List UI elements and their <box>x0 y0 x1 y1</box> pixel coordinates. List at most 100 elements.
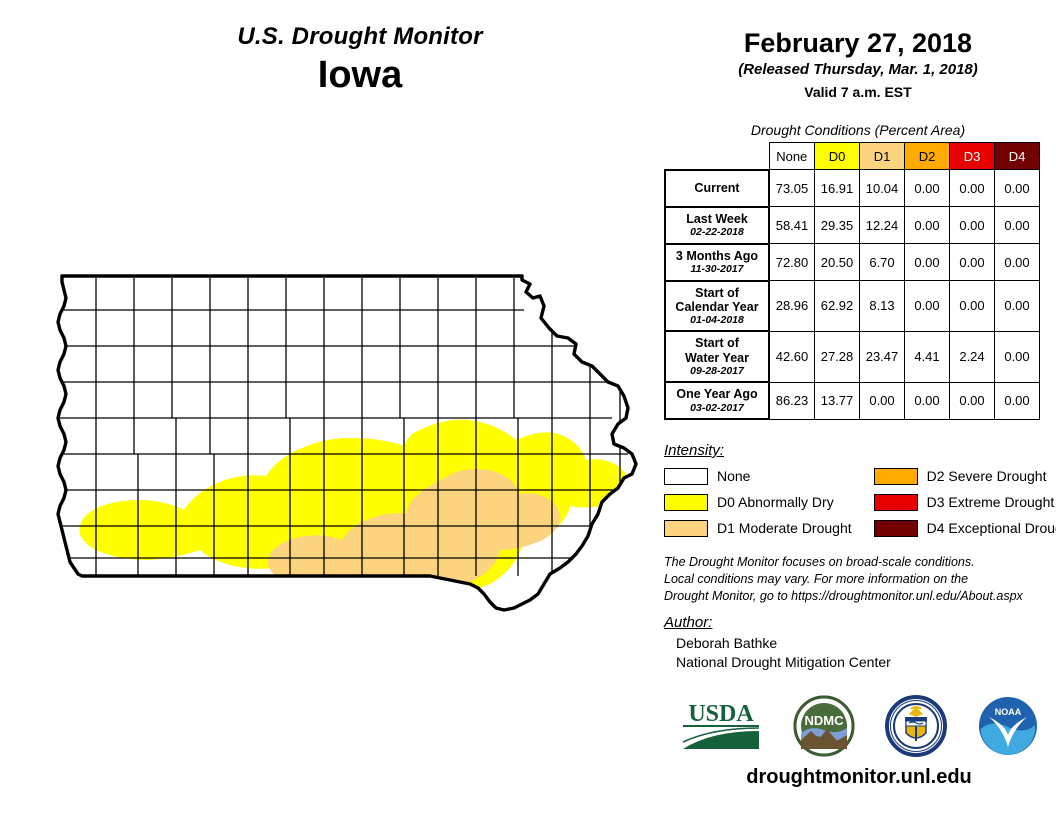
table-cell-d0: 29.35 <box>814 206 860 244</box>
table-cell-d1: 6.70 <box>859 243 905 281</box>
row-label-date: 02-22-2018 <box>690 226 744 239</box>
table-cell-d2: 0.00 <box>904 169 950 207</box>
table-cell-d2: 0.00 <box>904 206 950 244</box>
legend-columns: None D0 Abnormally Dry D1 Moderate Drought… <box>664 464 1056 542</box>
table-cell-d1: 12.24 <box>859 206 905 244</box>
valid-time: Valid 7 a.m. EST <box>804 83 912 100</box>
table-row: Start of Calendar Year 01-04-2018 28.96 62.9… <box>664 279 1040 333</box>
table-col-header-d3: D3 <box>949 142 995 170</box>
disclaimer-line-1: The Drought Monitor focuses on broad-sca… <box>664 555 975 569</box>
row-label-name: Last Week <box>686 211 748 226</box>
table-row: Start of Water Year 09-28-2017 42.60 27.28 23… <box>664 330 1040 384</box>
row-label-name: Start of <box>695 336 739 351</box>
disclaimer-line-2: Local conditions may vary. For more info… <box>664 571 969 586</box>
legend-item-d4: D4 Exceptional Drought <box>873 516 1056 540</box>
legend-item-d1: D1 Moderate Drought <box>664 516 852 540</box>
intensity-legend: Intensity: None D0 Abnormally Dry D1 Moder… <box>664 442 1056 542</box>
table-cell-d1: 23.47 <box>859 330 905 383</box>
legend-label-d1: D1 Moderate Drought <box>717 520 852 536</box>
program-title: U.S. Drought Monitor <box>237 23 483 50</box>
report-date: February 27, 2018 <box>743 28 973 58</box>
table-cell-d1: 0.00 <box>859 381 905 420</box>
legend-swatch-none <box>664 467 708 485</box>
legend-label-d3: D3 Extreme Drought <box>926 494 1055 510</box>
table-row: One Year Ago 03-02-2017 86.23 13.77 0.00 0.00… <box>664 381 1040 421</box>
iowa-drought-map <box>52 258 652 658</box>
table-corner-cell <box>665 143 769 170</box>
svg-text:USDA: USDA <box>688 701 754 727</box>
county-boundaries <box>58 278 632 576</box>
table-cell-d4: 0.00 <box>994 206 1040 244</box>
usdc-seal <box>885 694 947 762</box>
author-name: Deborah Bathke <box>676 635 778 651</box>
table-cell-d0: 62.92 <box>814 280 860 332</box>
table-cell-d3: 2.24 <box>949 330 995 383</box>
drought-conditions-table: None D0 D1 D2 D3 D4 Current 73.05 16.91 10.04 0.0… <box>664 142 1040 421</box>
table-row-label: Current <box>664 168 770 208</box>
table-cell-d4: 0.00 <box>994 243 1040 281</box>
table-cell-none: 42.60 <box>768 330 815 383</box>
row-label-date: 09-28-2017 <box>690 365 744 378</box>
table-cell-d3: 0.00 <box>949 280 995 332</box>
table-row: 3 Months Ago 11-30-2017 72.80 20.50 6.70 0.00… <box>664 242 1040 282</box>
table-cell-d2: 4.41 <box>904 330 950 383</box>
table-cell-d4: 0.00 <box>994 381 1040 420</box>
table-cell-none: 58.41 <box>768 206 815 244</box>
row-label-name: Start of <box>695 285 739 300</box>
table-cell-none: 72.80 <box>768 243 815 281</box>
legend-swatch-d3 <box>873 493 918 511</box>
legend-item-d3: D3 Extreme Drought <box>873 490 1056 514</box>
legend-item-d2: D2 Severe Drought <box>873 464 1056 488</box>
state-title: Iowa <box>317 54 403 97</box>
row-label-date: 11-30-2017 <box>690 263 744 276</box>
state-outline <box>56 274 638 612</box>
table-cell-d0: 13.77 <box>814 381 860 420</box>
table-cell-d2: 0.00 <box>904 381 950 420</box>
table-caption: Drought Conditions (Percent Area) <box>750 122 966 138</box>
table-row-label: Last Week 02-22-2018 <box>664 205 770 245</box>
site-url: droughtmonitor.unl.edu <box>746 766 972 788</box>
table-row: Last Week 02-22-2018 58.41 29.35 12.24 0.00 0.… <box>664 205 1040 245</box>
row-label-name: 3 Months Ago <box>675 248 759 263</box>
usda-logo: USDA <box>679 697 763 760</box>
table-header-row: None D0 D1 D2 D3 D4 <box>665 142 1040 170</box>
ndmc-logo: NDMC <box>793 695 855 762</box>
table-cell-d2: 0.00 <box>904 280 950 332</box>
table-cell-none: 86.23 <box>768 381 815 420</box>
disclaimer-line-3: Drought Monitor, go to https://droughtmo… <box>664 588 1023 603</box>
noaa-logo: NOAA <box>977 695 1039 762</box>
legend-swatch-d4 <box>873 519 918 537</box>
legend-swatch-d0 <box>664 493 708 511</box>
table-cell-d3: 0.00 <box>949 206 995 244</box>
legend-label-none: None <box>717 468 751 484</box>
table-col-header-none: None <box>768 142 815 170</box>
row-label-name: Water Year <box>685 350 749 365</box>
table-cell-d2: 0.00 <box>904 243 950 281</box>
disclaimer-text: The Drought Monitor focuses on broad-sca… <box>664 554 1054 605</box>
table-body: Current 73.05 16.91 10.04 0.00 0.00 0.00 Last W… <box>664 168 1040 421</box>
legend-column-left: None D0 Abnormally Dry D1 Moderate Drought <box>664 464 852 542</box>
legend-label-d4: D4 Exceptional Drought <box>926 520 1056 536</box>
table-cell-d1: 8.13 <box>859 280 905 332</box>
table-cell-none: 28.96 <box>768 280 815 332</box>
svg-text:NOAA: NOAA <box>995 707 1022 717</box>
table-cell-d1: 10.04 <box>859 169 905 207</box>
svg-text:NDMC: NDMC <box>805 713 845 728</box>
table-cell-d0: 20.50 <box>814 243 860 281</box>
row-label-name: Current <box>694 180 740 195</box>
table-cell-d4: 0.00 <box>994 330 1040 383</box>
row-label-name: Calendar Year <box>675 299 759 314</box>
map-title-block: U.S. Drought Monitor Iowa <box>60 23 660 98</box>
legend-column-right: D2 Severe Drought D3 Extreme Drought D4 Ex… <box>873 464 1056 542</box>
table-cell-d3: 0.00 <box>949 381 995 420</box>
row-label-date: 03-02-2017 <box>690 401 744 414</box>
legend-title: Intensity: <box>664 442 725 459</box>
table-head: None D0 D1 D2 D3 D4 <box>665 142 1040 170</box>
release-note: (Released Thursday, Mar. 1, 2018) <box>738 61 978 79</box>
table-cell-d3: 0.00 <box>949 169 995 207</box>
table-cell-d4: 0.00 <box>994 169 1040 207</box>
partner-logos: USDA NDMC <box>664 692 1054 764</box>
table-col-header-d2: D2 <box>904 142 950 170</box>
report-header: February 27, 2018 (Released Thursday, Ma… <box>664 28 1052 101</box>
table-cell-d0: 16.91 <box>814 169 860 207</box>
